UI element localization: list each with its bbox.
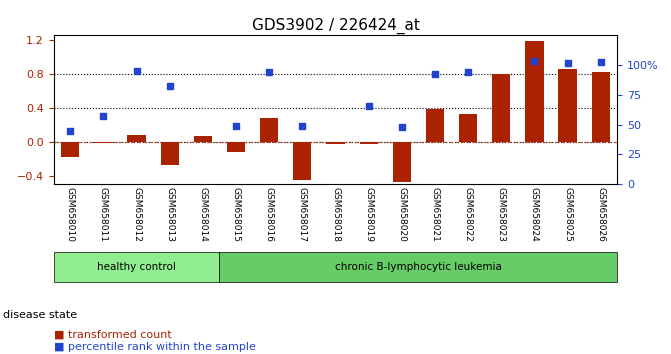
Point xyxy=(562,60,573,65)
Point xyxy=(164,84,175,89)
Point xyxy=(429,71,440,76)
Point xyxy=(98,113,109,119)
FancyBboxPatch shape xyxy=(54,252,219,281)
Text: GSM658020: GSM658020 xyxy=(397,187,407,242)
Text: GSM658018: GSM658018 xyxy=(331,187,340,242)
Text: disease state: disease state xyxy=(3,310,77,320)
Bar xyxy=(492,74,511,142)
Text: GSM658016: GSM658016 xyxy=(264,187,274,242)
Bar xyxy=(459,114,477,142)
Point xyxy=(595,59,606,64)
Text: GSM658025: GSM658025 xyxy=(563,187,572,242)
Title: GDS3902 / 226424_at: GDS3902 / 226424_at xyxy=(252,18,419,34)
Bar xyxy=(525,41,544,142)
Bar xyxy=(558,69,576,142)
Bar xyxy=(293,142,311,180)
Text: GSM658026: GSM658026 xyxy=(597,187,605,242)
Bar xyxy=(95,142,113,143)
Point xyxy=(397,124,407,130)
Bar xyxy=(326,142,345,144)
Text: GSM658012: GSM658012 xyxy=(132,187,141,242)
Point xyxy=(529,58,539,64)
Text: healthy control: healthy control xyxy=(97,262,176,272)
Bar xyxy=(260,118,278,142)
Bar xyxy=(360,142,378,144)
Text: GSM658023: GSM658023 xyxy=(497,187,506,242)
Bar xyxy=(160,142,179,165)
Bar xyxy=(127,135,146,142)
Text: GSM658021: GSM658021 xyxy=(431,187,440,242)
Text: GSM658014: GSM658014 xyxy=(199,187,207,242)
Text: GSM658019: GSM658019 xyxy=(364,187,373,242)
Bar xyxy=(194,136,212,142)
Point xyxy=(132,68,142,74)
Text: GSM658024: GSM658024 xyxy=(530,187,539,242)
Text: ■ transformed count: ■ transformed count xyxy=(54,330,171,340)
Bar xyxy=(393,142,411,182)
Bar xyxy=(426,109,444,142)
Point xyxy=(264,69,274,75)
Text: GSM658015: GSM658015 xyxy=(231,187,240,242)
Text: GSM658022: GSM658022 xyxy=(464,187,472,242)
FancyBboxPatch shape xyxy=(219,252,617,281)
Bar xyxy=(61,142,79,157)
Point xyxy=(65,129,76,134)
Text: GSM658010: GSM658010 xyxy=(66,187,74,242)
Bar xyxy=(227,142,245,152)
Point xyxy=(231,124,242,129)
Text: chronic B-lymphocytic leukemia: chronic B-lymphocytic leukemia xyxy=(335,262,502,272)
Point xyxy=(297,124,308,129)
Point xyxy=(463,69,474,75)
Text: GSM658013: GSM658013 xyxy=(165,187,174,242)
Text: GSM658011: GSM658011 xyxy=(99,187,108,242)
Point xyxy=(363,103,374,109)
Text: ■ percentile rank within the sample: ■ percentile rank within the sample xyxy=(54,342,256,353)
Bar xyxy=(592,72,610,142)
Text: GSM658017: GSM658017 xyxy=(298,187,307,242)
